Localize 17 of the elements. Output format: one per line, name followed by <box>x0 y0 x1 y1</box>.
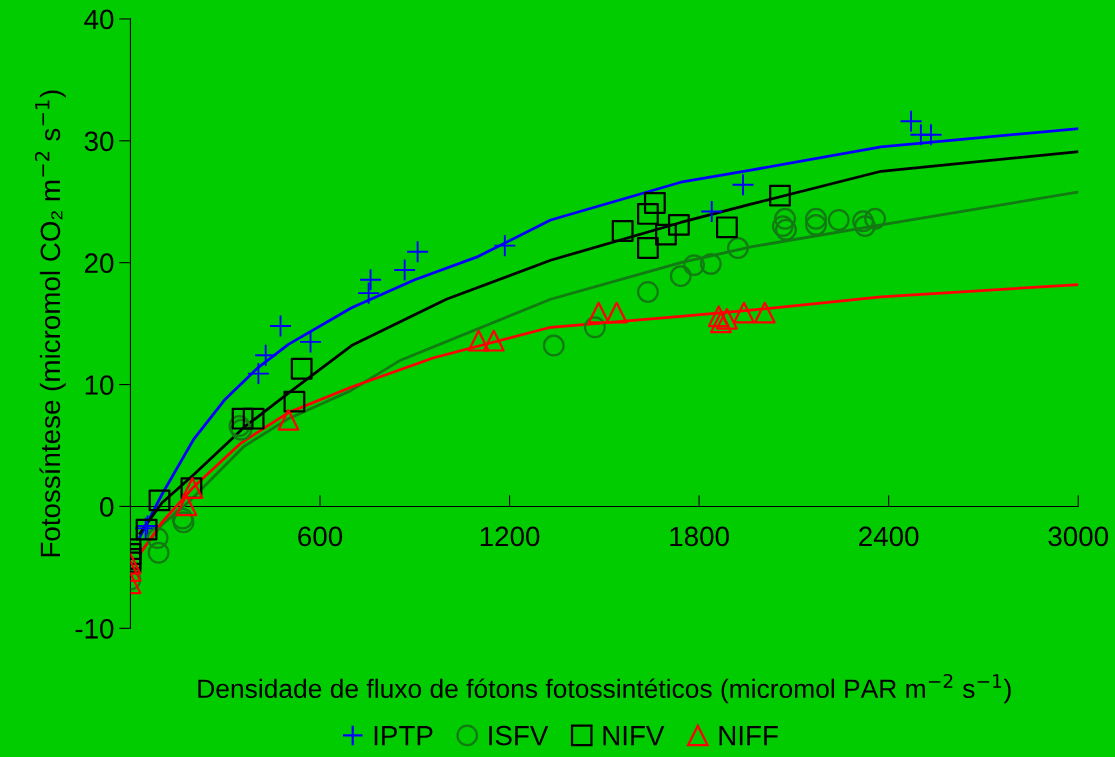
x-tick-label: 1200 <box>480 526 540 547</box>
legend-label: IPTP <box>374 726 433 746</box>
x-tick-label: 3000 <box>1048 526 1109 547</box>
x-axis-title: Densidade de fluxo de fótons fotossintéticos (micromol PAR m$^{−2}$ s$^{−1}$) <box>198 674 1011 704</box>
y-tick-label: 10 <box>85 375 114 395</box>
x-tick-label: 1800 <box>670 526 729 547</box>
legend-label: ISFV <box>489 725 549 746</box>
x-tick-label: 600 <box>298 526 343 547</box>
y-tick-label: 40 <box>84 9 114 30</box>
x-tick-label: 2400 <box>859 526 919 547</box>
y-tick-label: 30 <box>84 131 114 152</box>
y-tick-label: 0 <box>100 497 114 517</box>
legend-label: NIFF <box>719 726 778 746</box>
legend-label: NIFV <box>603 726 665 746</box>
y-tick-label: 20 <box>84 253 114 274</box>
y-axis-title: Fotossíntese (micromol CO₂ m$^{−2}$ s$^{−1}$) <box>34 90 66 557</box>
y-tick-label: -10 <box>75 618 114 639</box>
